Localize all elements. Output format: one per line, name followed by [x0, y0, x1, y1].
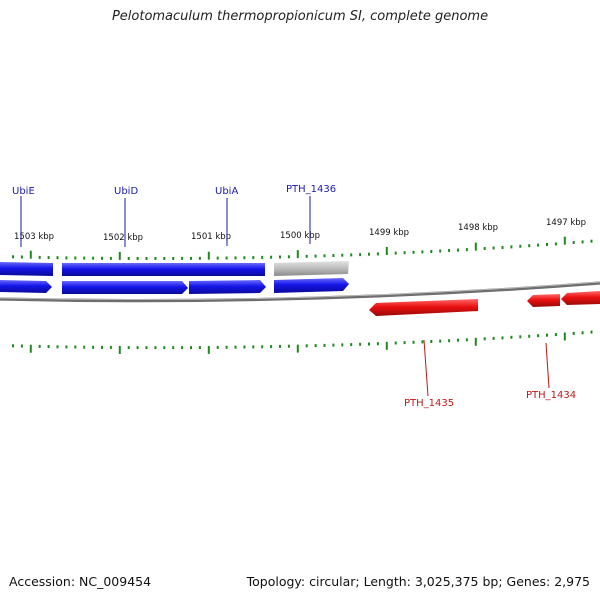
gene-forward-arrow-4[interactable] [274, 278, 349, 293]
reverse-strand [369, 291, 600, 316]
gene-forward-arrow-1[interactable] [0, 280, 52, 293]
gene-ubia-feature[interactable] [189, 280, 266, 294]
gene-label-pth-1434[interactable]: PTH_1434 [526, 390, 576, 401]
gene-label-ubid[interactable]: UbiD [114, 186, 138, 197]
forward-strand-inner [0, 278, 349, 294]
gene-pth-1434-feature[interactable] [561, 291, 600, 305]
backbone-highlight [0, 281, 600, 301]
gene-label-ubie[interactable]: UbiE [12, 186, 35, 197]
kbp-label-1497: 1497 kbp [546, 218, 586, 228]
kbp-label-1498: 1498 kbp [458, 223, 498, 233]
gene-forward-arrow-2[interactable] [62, 281, 188, 294]
gene-ubie-feature[interactable] [0, 262, 53, 276]
gene-reverse-arrow-2[interactable] [527, 294, 560, 307]
gene-label-pth-1436[interactable]: PTH_1436 [286, 184, 336, 195]
accession-text: Accession: NC_009454 [9, 574, 152, 589]
gene-pth-1436-feature[interactable] [274, 261, 349, 276]
bottom-ruler-ticks [12, 330, 593, 354]
gene-label-pth-1435[interactable]: PTH_1435 [404, 398, 454, 409]
kbp-label-1499: 1499 kbp [369, 228, 409, 238]
kbp-label-1500: 1500 kbp [280, 231, 320, 241]
kbp-label-1503: 1503 kbp [14, 232, 54, 242]
gene-ubid-feature[interactable] [62, 263, 265, 276]
genome-summary-text: Topology: circular; Length: 3,025,375 bp… [246, 574, 590, 589]
map-title: Pelotomaculum thermopropionicum SI, comp… [111, 9, 489, 24]
gene-label-ubia[interactable]: UbiA [215, 186, 238, 197]
forward-strand-outer [0, 261, 349, 276]
kbp-label-1502: 1502 kbp [103, 233, 143, 243]
genome-backbone [0, 281, 600, 303]
top-ruler-ticks [12, 236, 593, 260]
pth-1434-leader-line [545, 342, 550, 389]
gene-pth-1435-feature[interactable] [369, 299, 478, 316]
pth-1435-leader-line [423, 339, 429, 397]
kbp-label-1501: 1501 kbp [191, 232, 231, 242]
